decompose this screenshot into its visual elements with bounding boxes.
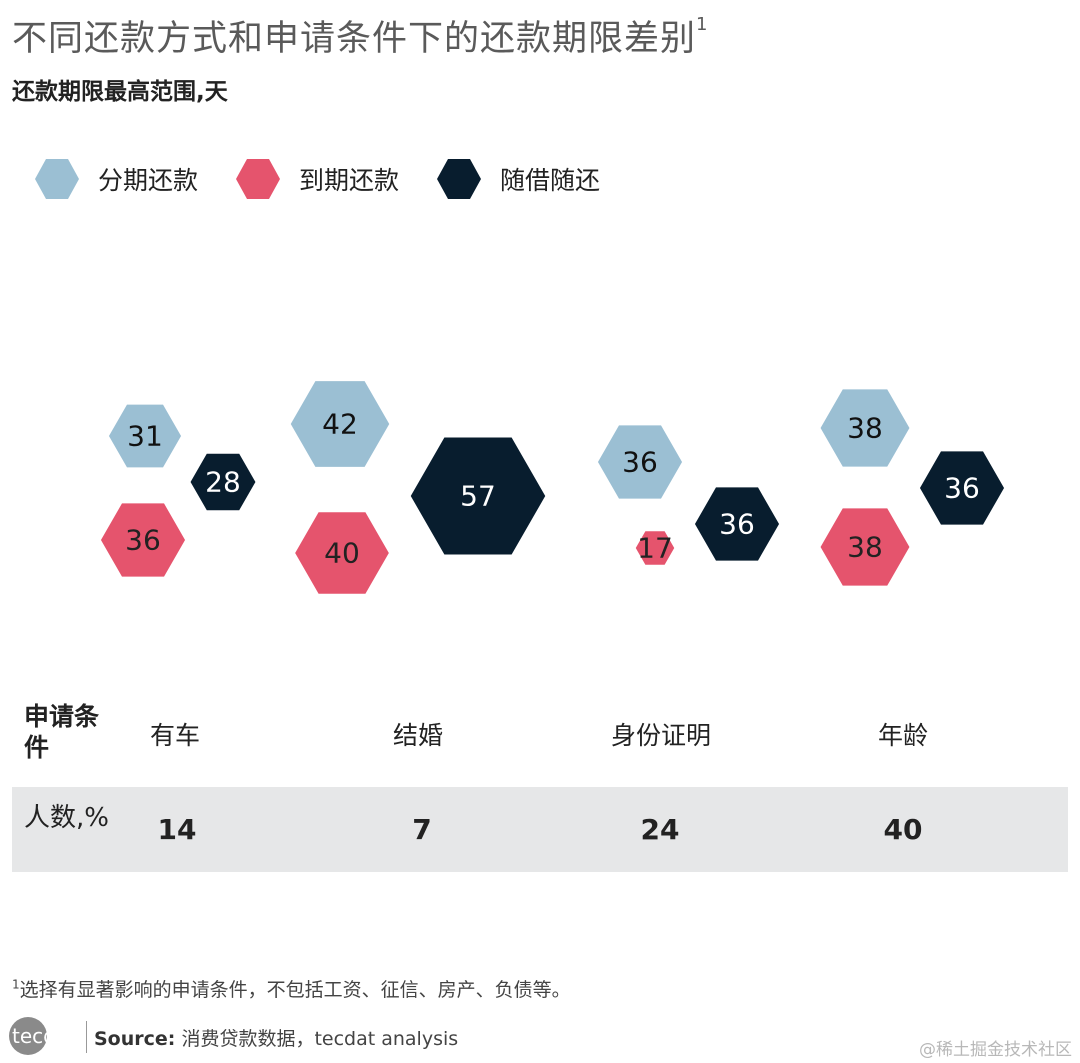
count-value: 24 (640, 813, 680, 846)
source-divider (86, 1021, 87, 1053)
footnote-marker: 1 (12, 977, 20, 992)
footnote-text: 选择有显著影响的申请条件，不包括工资、征信、房产、负债等。 (19, 979, 571, 1001)
data-label: 57 (460, 480, 496, 513)
legend-item-maturity: 到期还款 (235, 157, 399, 201)
source-label: Source: (94, 1028, 176, 1050)
title-text: 不同还款方式和申请条件下的还款期限差别 (12, 19, 697, 59)
data-label: 36 (944, 472, 980, 505)
count-row-background (12, 787, 1068, 872)
hexagon-mark (188, 451, 258, 513)
data-label: 38 (847, 531, 883, 564)
source-line: Source: 消费贷款数据，tecdat analysis (94, 1024, 458, 1051)
count-value: 14 (157, 813, 197, 846)
hexagon-icon (35, 159, 79, 199)
legend-label: 分期还款 (98, 166, 199, 195)
count-value: 40 (883, 813, 923, 846)
condition-label: 身份证明 (610, 721, 711, 750)
condition-label: 年龄 (877, 721, 928, 750)
hexagon-mark (288, 379, 392, 469)
hexagon-bubble-chart: 31 36 28 42 40 57 36 17 36 38 38 36 (98, 379, 1007, 596)
hexagon-mark (98, 501, 188, 579)
hexagon-mark (633, 529, 677, 567)
data-label: 36 (719, 508, 755, 541)
data-label: 36 (125, 524, 161, 557)
count-header: 人数,% (24, 803, 109, 833)
logo-text: tecdat (12, 1024, 76, 1048)
title-footnote-marker: 1 (696, 14, 709, 35)
hexagon-mark (595, 423, 685, 501)
hexagon-icon (236, 159, 280, 199)
chart-subtitle: 还款期限最高范围,天 (12, 79, 228, 105)
data-label: 38 (847, 412, 883, 445)
count-value: 7 (412, 813, 432, 846)
data-label: 36 (622, 446, 658, 479)
hexagon-mark (917, 449, 1007, 527)
condition-label: 结婚 (392, 721, 443, 750)
chart-title: 不同还款方式和申请条件下的还款期限差别1 (12, 10, 708, 61)
legend-item-installment: 分期还款 (34, 157, 198, 201)
data-label: 40 (324, 537, 360, 570)
footnote: 1选择有显著影响的申请条件，不包括工资、征信、房产、负债等。 (12, 975, 571, 1002)
legend-item-on-demand: 随借随还 (436, 157, 600, 201)
data-label: 17 (637, 532, 673, 565)
hexagon-icon (437, 159, 481, 199)
hexagon-mark (692, 485, 782, 563)
hexagon-mark (818, 387, 912, 469)
legend-label: 到期还款 (299, 166, 400, 195)
watermark: @稀土掘金技术社区 (919, 1040, 1072, 1060)
hexagon-mark (106, 402, 184, 470)
condition-label: 有车 (149, 721, 200, 750)
hexagon-mark (292, 510, 392, 596)
tecdat-logo: tecdat (9, 1017, 76, 1055)
hexagon-mark (408, 435, 548, 557)
data-label: 31 (127, 420, 163, 453)
condition-header: 申请条件 (24, 702, 100, 762)
source-text: 消费贷款数据，tecdat analysis (181, 1028, 459, 1050)
legend-label: 随借随还 (500, 166, 601, 195)
data-label: 28 (205, 466, 241, 499)
data-label: 42 (322, 408, 358, 441)
hexagon-mark (818, 506, 912, 588)
